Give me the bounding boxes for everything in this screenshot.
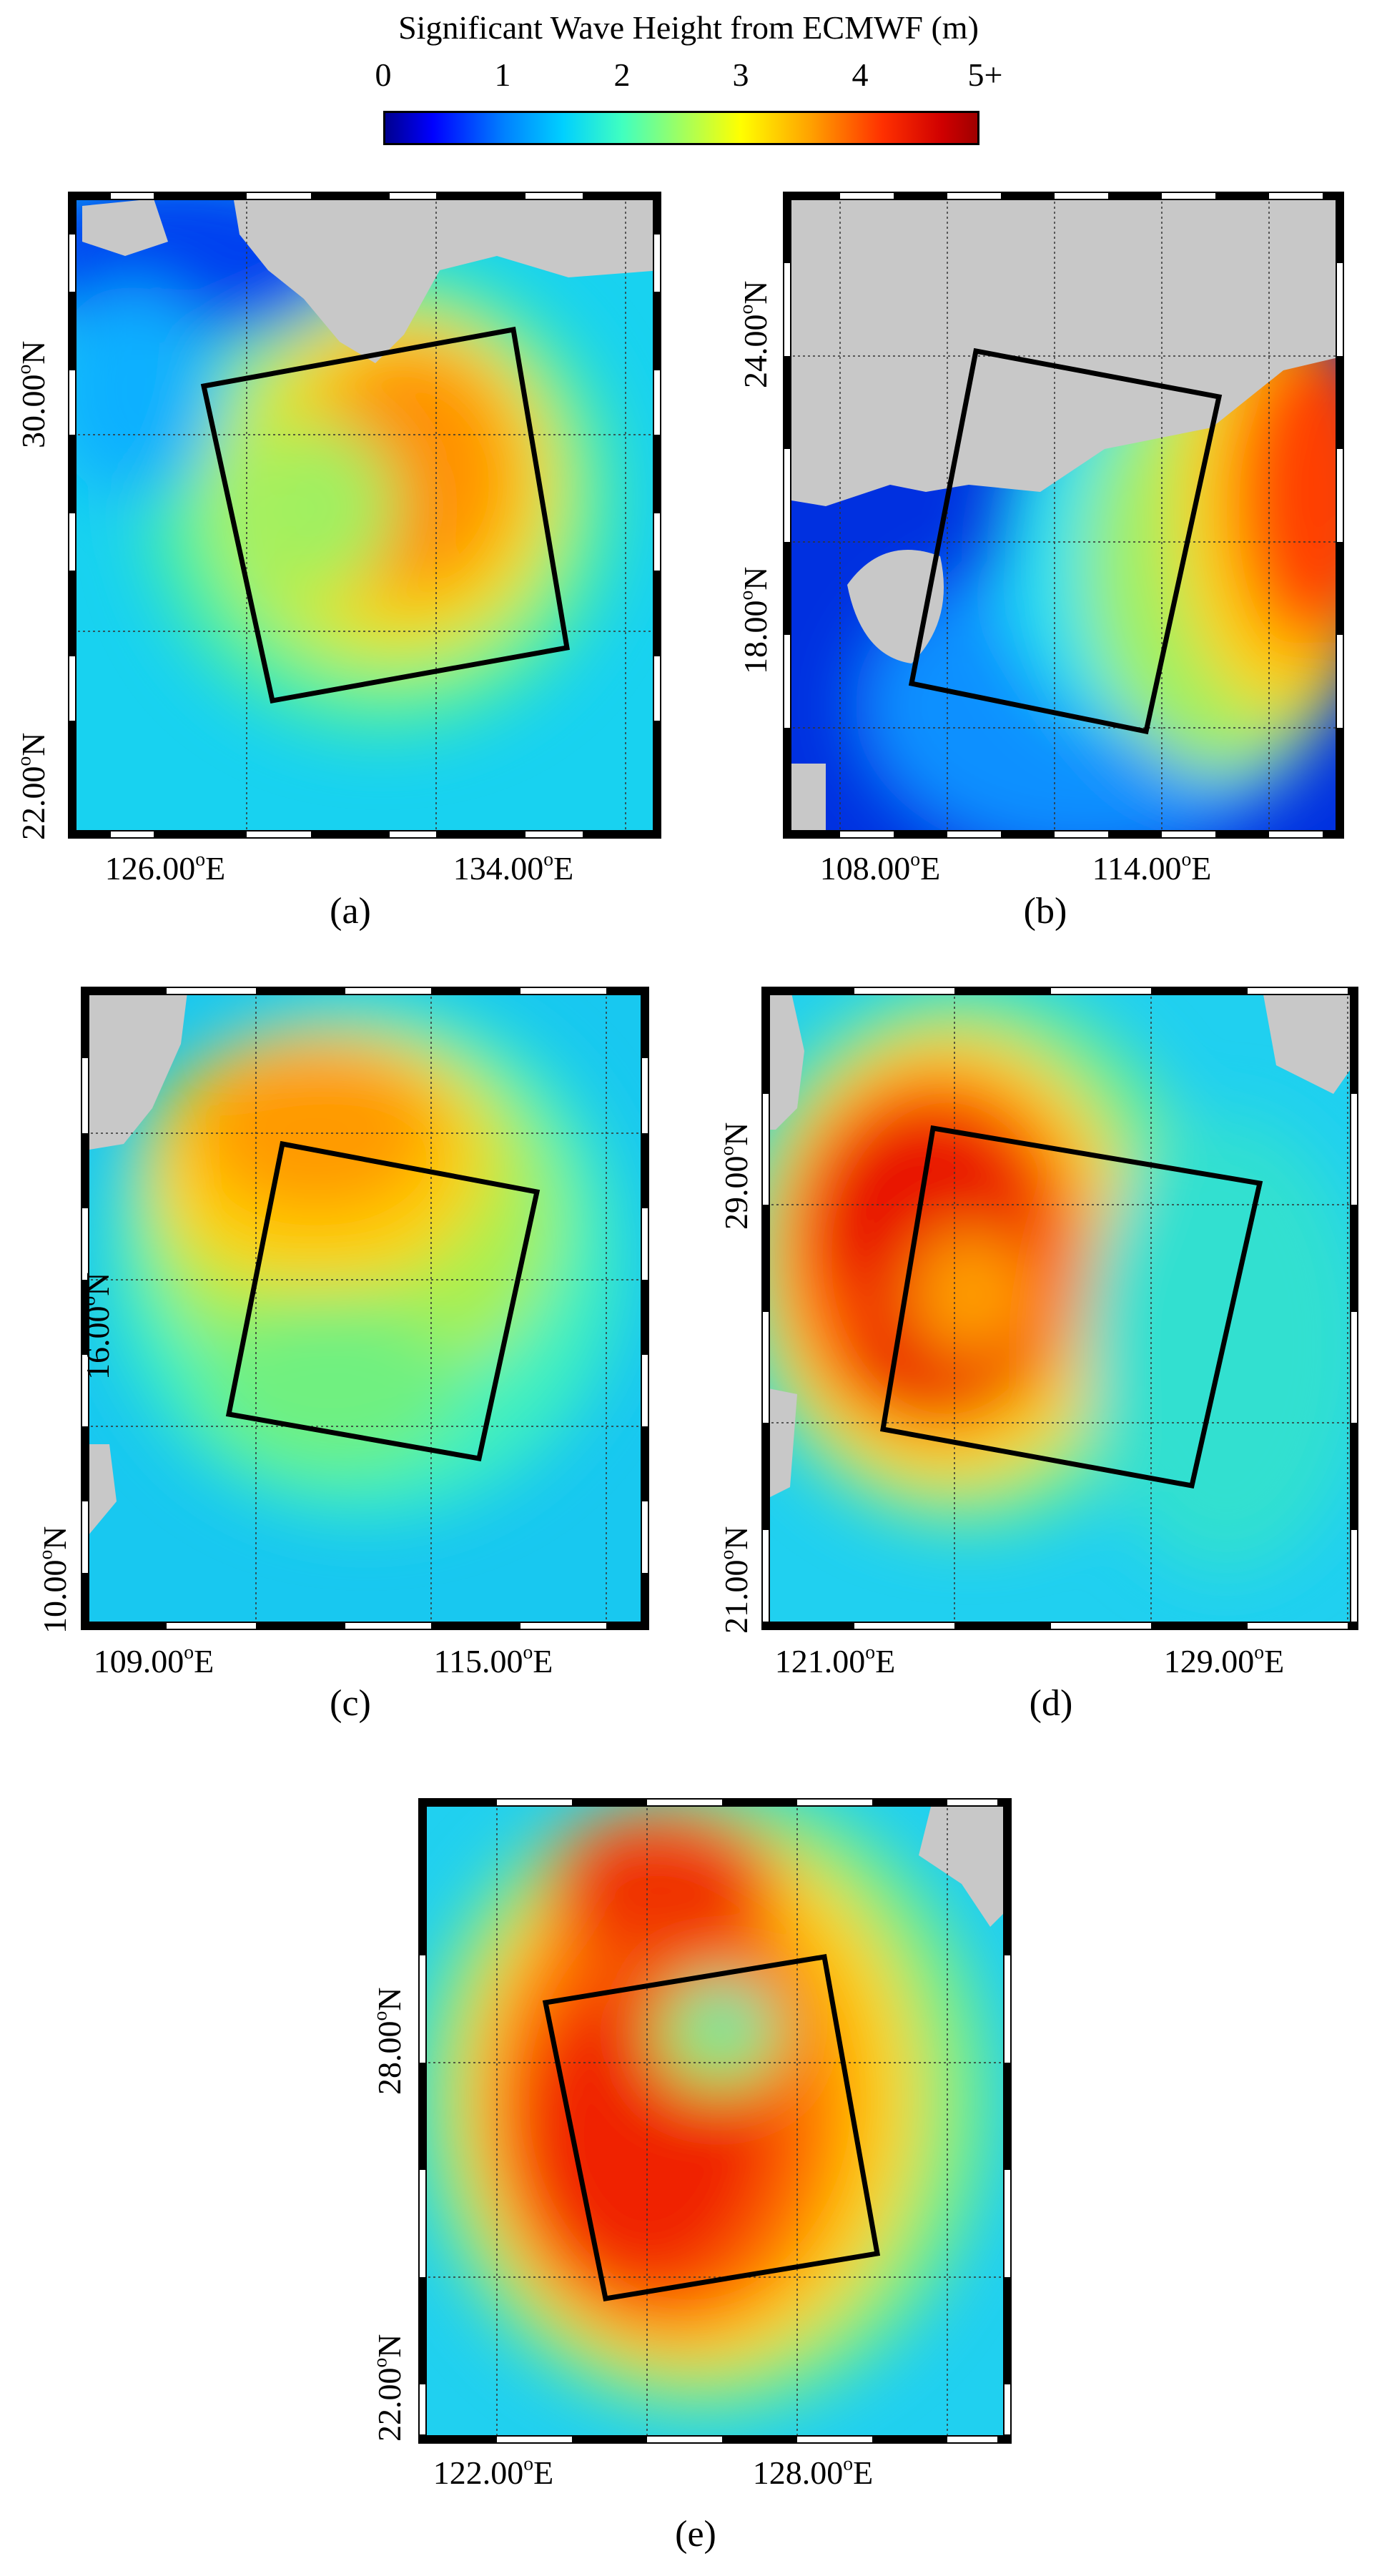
map-e-svg [418, 1798, 1012, 2444]
colorbar-tick-4: 4 [852, 56, 869, 93]
lon-label-a-0: 126.00oE [104, 847, 226, 887]
lat-label-d-1: 29.00oN [715, 1122, 754, 1230]
panel-label-e: (e) [675, 2514, 716, 2555]
map-b-svg [783, 192, 1344, 839]
lat-label-d-0: 21.00oN [715, 1526, 754, 1634]
lat-label-b-0: 18.00oN [734, 566, 774, 674]
lon-label-d-0: 121.00oE [774, 1640, 896, 1679]
panel-label-a: (a) [330, 891, 371, 932]
lon-label-b-0: 108.00oE [819, 847, 941, 887]
panel-label-c: (c) [330, 1683, 371, 1724]
map-panel-e [418, 1798, 1012, 2444]
lon-label-a-1: 134.00oE [453, 847, 574, 887]
colorbar-tick-1: 1 [494, 56, 511, 93]
map-panel-d [761, 987, 1358, 1630]
map-panel-b [783, 192, 1344, 839]
colorbar-tick-0: 0 [375, 56, 392, 93]
lon-label-c-1: 115.00oE [433, 1640, 553, 1679]
lat-label-c-1: 16.00oN [76, 1272, 116, 1380]
colorbar [383, 111, 979, 145]
map-a-svg [68, 192, 661, 839]
lat-label-c-0: 10.00oN [34, 1526, 73, 1634]
lat-label-b-1: 24.00oN [734, 280, 774, 388]
lon-label-e-1: 128.00oE [752, 2452, 874, 2491]
panel-label-b: (b) [1023, 891, 1067, 932]
colorbar-tick-2: 2 [613, 56, 631, 93]
lat-label-e-0: 22.00oN [368, 2334, 408, 2442]
lon-label-e-0: 122.00oE [433, 2452, 554, 2491]
lon-label-b-1: 114.00oE [1092, 847, 1212, 887]
map-d-svg [761, 987, 1358, 1630]
lat-label-a-1: 30.00oN [12, 340, 51, 448]
colorbar-tick-5: 5+ [967, 56, 1003, 93]
map-c-svg [81, 987, 649, 1630]
lon-label-c-0: 109.00oE [93, 1640, 214, 1679]
map-panel-a [68, 192, 661, 839]
colorbar-tick-3: 3 [732, 56, 749, 93]
panel-label-d: (d) [1029, 1683, 1073, 1724]
colorbar-title: Significant Wave Height from ECMWF (m) [398, 9, 979, 46]
map-panel-c [81, 987, 649, 1630]
lat-label-e-1: 28.00oN [368, 1987, 408, 2095]
lon-label-d-1: 129.00oE [1163, 1640, 1285, 1679]
lat-label-a-0: 22.00oN [12, 732, 51, 840]
